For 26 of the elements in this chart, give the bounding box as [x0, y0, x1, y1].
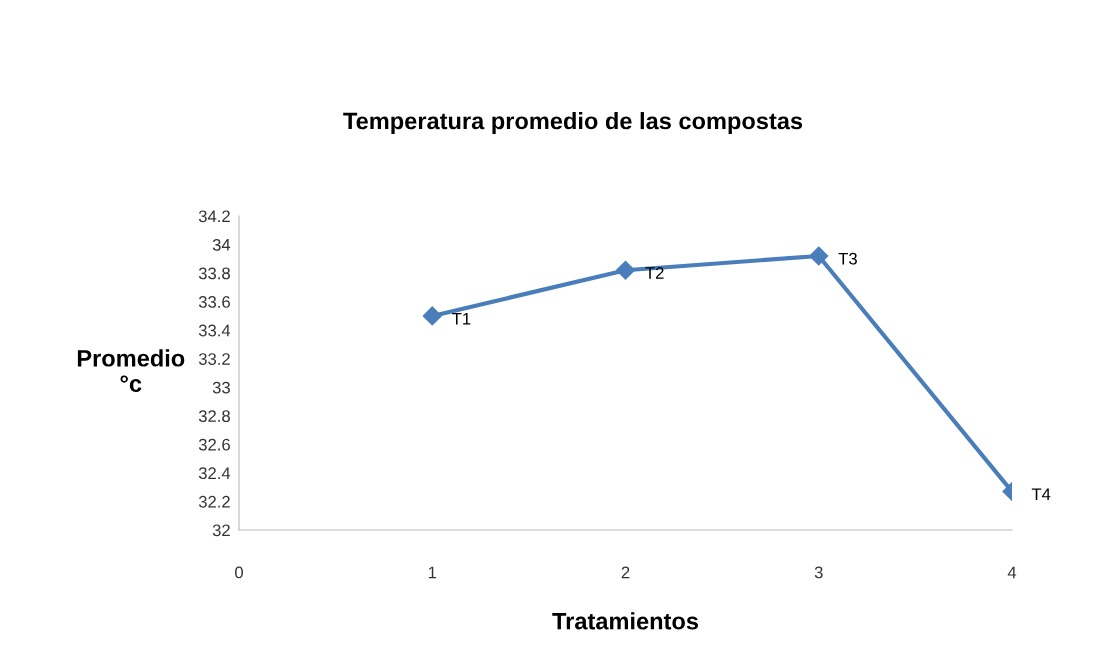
chart-title: Temperatura promedio de las compostas — [343, 112, 803, 135]
x-tick-label: 2 — [621, 566, 630, 579]
y-tick-label: 32.4 — [198, 467, 231, 480]
y-tick-label: 34 — [212, 238, 231, 251]
y-tick-label: 33.2 — [198, 353, 230, 365]
annotation: T2 — [645, 267, 664, 279]
y-tick-label: 32.8 — [198, 410, 230, 423]
y-tick-label: 32 — [212, 524, 230, 537]
y-tick-label: 32.6 — [198, 438, 230, 451]
annotation: T3 — [838, 252, 857, 265]
y-tick-label: 33.6 — [198, 296, 230, 308]
y-tick-label: 34.2 — [198, 210, 230, 223]
annotation: T4 — [1031, 488, 1051, 500]
x-tick-label: 3 — [814, 566, 823, 579]
y-tick-label: 32.2 — [198, 495, 230, 508]
x-tick-label: 1 — [428, 566, 437, 579]
y-tick-label: 33.4 — [198, 324, 231, 337]
annotation: T1 — [452, 312, 471, 325]
y-tick-label: 33 — [212, 381, 230, 394]
y-tick-label: 33.8 — [198, 267, 230, 280]
x-tick-label: 0 — [235, 566, 243, 579]
x-tick-label: 4 — [1007, 566, 1017, 579]
point — [615, 260, 636, 280]
point — [422, 306, 442, 326]
y-axis-title: Promedio °c — [77, 349, 185, 393]
x-axis-title: Tratamientos — [552, 612, 699, 630]
